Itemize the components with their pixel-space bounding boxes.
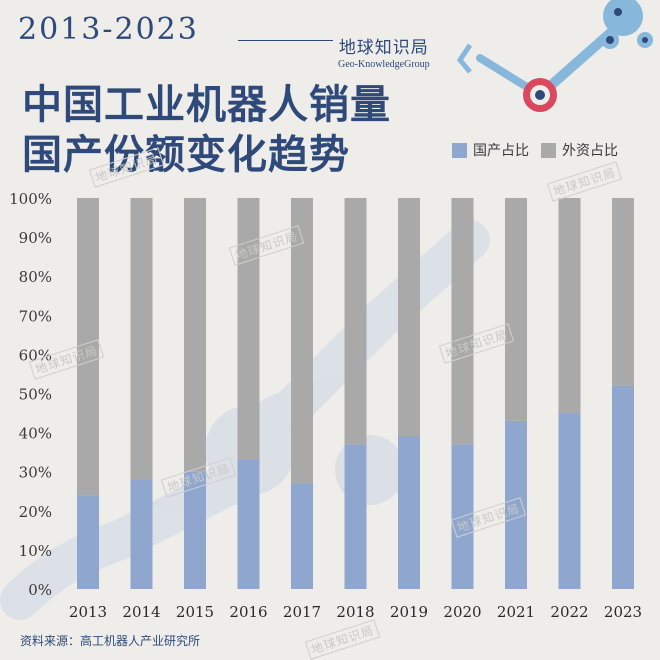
legend-label-domestic: 国产占比 <box>473 143 529 159</box>
y-tick-label: 80% <box>19 268 52 286</box>
legend-item-foreign: 外资占比 <box>541 140 618 160</box>
header: 2013-2023 地球知识局 Geo-KnowledgeGroup 中国工业机… <box>0 0 660 190</box>
bar-foreign-2018 <box>344 198 367 445</box>
x-tick-label: 2013 <box>69 603 107 621</box>
y-tick-label: 90% <box>19 229 52 247</box>
y-tick-label: 50% <box>19 386 52 404</box>
bar-foreign-2019 <box>398 198 420 437</box>
y-axis: 0% 10% 20% 30% 40% 50% 60% 70% 80% 90% 100% <box>9 190 52 599</box>
bar-domestic-2013 <box>77 495 99 589</box>
bar-domestic-2017 <box>291 483 313 589</box>
chart-legend: 国产占比 外资占比 <box>452 140 618 160</box>
stacked-bar-chart: 0%10%20%30%40%50%60%70%80%90%100% 2013 20… <box>0 190 642 621</box>
x-tick-label: 2023 <box>604 603 642 621</box>
y-tick-label: 30% <box>19 464 52 482</box>
bars <box>77 198 634 589</box>
bar-foreign-2016 <box>237 198 260 460</box>
y-tick-label: 100% <box>9 190 52 208</box>
legend-label-foreign: 外资占比 <box>562 143 618 159</box>
bar-foreign-2022 <box>558 198 581 414</box>
robot-arm-illustration <box>456 0 653 112</box>
bar-foreign-2014 <box>130 198 153 480</box>
robot-arm-icon <box>456 0 653 112</box>
x-tick-label: 2015 <box>176 603 214 621</box>
legend-swatch-domestic <box>452 142 467 158</box>
x-tick-label: 2022 <box>550 603 588 621</box>
bar-foreign-2017 <box>291 198 313 484</box>
bar-domestic-2022 <box>558 413 581 589</box>
brand-logo: 地球知识局 Geo-KnowledgeGroup <box>338 33 430 70</box>
bar-foreign-2023 <box>612 198 634 386</box>
y-tick-label: 20% <box>19 503 52 521</box>
bar-domestic-2020 <box>451 444 474 589</box>
legend-swatch-foreign <box>541 142 556 158</box>
y-tick-label: 40% <box>19 425 52 443</box>
bar-domestic-2021 <box>505 420 527 589</box>
bar-foreign-2020 <box>451 198 474 445</box>
bar-domestic-2015 <box>184 471 206 589</box>
bar-domestic-2019 <box>398 436 420 589</box>
y-tick-label: 0% <box>28 581 52 599</box>
y-tick-label: 70% <box>19 307 52 325</box>
legend-item-domestic: 国产占比 <box>452 140 529 160</box>
bar-foreign-2021 <box>505 198 527 421</box>
x-tick-label: 2021 <box>497 603 535 621</box>
chart-title-line1: 中国工业机器人销量 <box>22 81 391 128</box>
y-tick-label: 10% <box>19 542 52 560</box>
x-tick-label: 2014 <box>122 603 160 621</box>
bar-domestic-2016 <box>237 459 260 589</box>
brand-name-cn: 地球知识局 <box>338 38 429 58</box>
chart-title-line2: 国产份额变化趋势 <box>22 131 350 178</box>
x-tick-label: 2018 <box>336 603 374 621</box>
year-range: 2013-2023 <box>18 12 199 47</box>
bar-domestic-2018 <box>344 444 367 589</box>
title-rule <box>238 40 333 41</box>
x-tick-label: 2020 <box>443 603 481 621</box>
x-axis: 2013 2014 2015 2016 2017 2018 2019 2020 2021 2022… <box>69 603 642 621</box>
y-tick-label: 60% <box>19 346 52 364</box>
x-tick-label: 2016 <box>229 603 267 621</box>
brand-name-en: Geo-KnowledgeGroup <box>338 59 430 70</box>
x-tick-label: 2017 <box>283 603 321 621</box>
bar-domestic-2014 <box>130 479 153 589</box>
x-tick-label: 2019 <box>390 603 428 621</box>
source-note: 资料来源：高工机器人产业研究所 <box>20 634 201 648</box>
bar-foreign-2015 <box>184 198 206 472</box>
bar-domestic-2023 <box>612 385 634 589</box>
bar-foreign-2013 <box>77 198 99 496</box>
